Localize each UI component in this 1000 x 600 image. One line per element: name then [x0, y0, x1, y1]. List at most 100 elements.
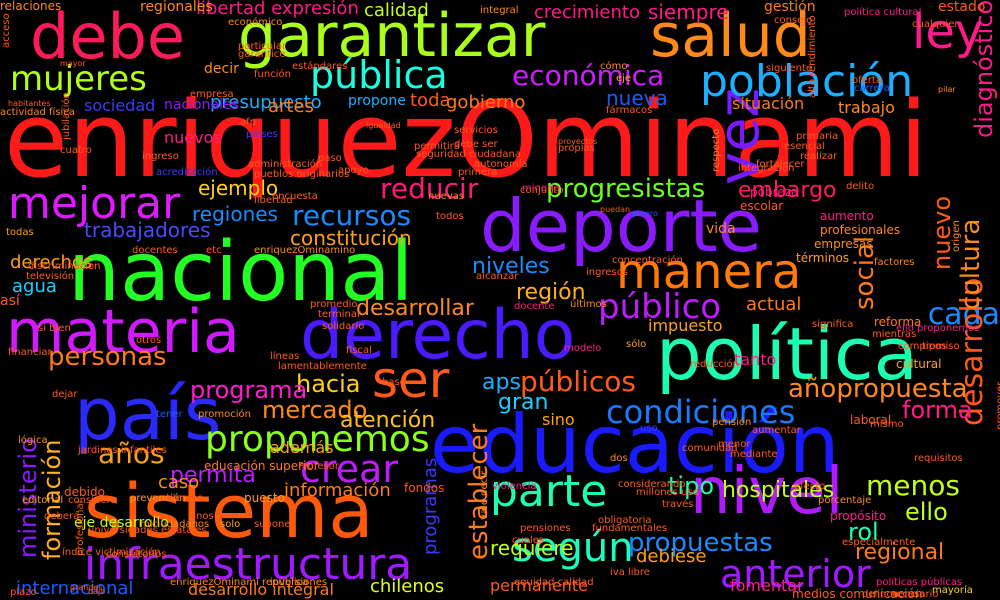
- word-cloud-term: programas: [420, 457, 441, 555]
- word-cloud-term: anterior: [720, 552, 871, 596]
- word-cloud-term: afp: [240, 117, 256, 128]
- word-cloud-term: realizar: [800, 151, 838, 162]
- word-cloud-term: decir: [204, 61, 239, 77]
- word-cloud-term: trabajadores: [84, 218, 211, 242]
- word-cloud-term: concentración: [612, 255, 683, 266]
- word-cloud-term: compromiso: [898, 341, 960, 352]
- word-cloud-term: educación superior: [204, 459, 319, 473]
- word-cloud-term: política cultural: [844, 7, 922, 18]
- word-cloud-term: caso: [158, 472, 200, 493]
- word-cloud-term: docentes: [132, 245, 178, 256]
- word-cloud-term: aumento: [820, 209, 874, 223]
- word-cloud-term: debido: [64, 485, 105, 499]
- word-cloud-term: deporte: [480, 184, 762, 268]
- word-cloud-term: plazo: [10, 587, 37, 598]
- word-cloud-term: materia: [6, 297, 240, 367]
- word-cloud-term: lógica: [18, 435, 48, 446]
- word-cloud-term: ser: [372, 351, 450, 409]
- word-cloud-term: nueva: [606, 86, 668, 110]
- word-cloud-term: inversiones: [270, 577, 328, 588]
- word-cloud-term: enriquezOminami: [4, 79, 928, 201]
- word-cloud-term: ingresos: [586, 267, 629, 278]
- word-cloud-term: uso: [640, 423, 658, 434]
- word-cloud-term: nacionales: [164, 97, 239, 113]
- word-cloud-term: nivel: [690, 455, 844, 529]
- word-cloud-term: financiar: [8, 347, 52, 358]
- word-cloud-term: tipo: [668, 472, 714, 500]
- word-cloud-term: alto rendimiento: [807, 15, 818, 98]
- word-cloud-term: estado: [938, 0, 986, 15]
- word-cloud-term: alcanzar: [476, 271, 519, 282]
- word-cloud-term: integral: [480, 5, 519, 16]
- word-cloud-term: debe: [30, 0, 185, 73]
- word-cloud-term: debe ser: [454, 139, 498, 150]
- word-cloud-term: discriminación: [28, 261, 101, 272]
- word-cloud-term: millones usd: [636, 487, 699, 498]
- word-cloud-term: nos: [196, 511, 214, 522]
- word-cloud-term: presupuesto: [210, 92, 322, 113]
- word-cloud-term: docente: [514, 301, 555, 312]
- word-cloud-term: crear: [300, 447, 398, 491]
- word-cloud-term: efecto: [794, 481, 826, 492]
- word-cloud-term: población: [700, 56, 914, 107]
- word-cloud-term: modelo: [564, 343, 602, 354]
- word-cloud-term: aps: [482, 370, 521, 395]
- word-cloud-term: sino: [542, 410, 575, 429]
- word-cloud-term: conjunto: [520, 185, 564, 196]
- word-cloud-term: solidario: [322, 321, 365, 332]
- word-cloud-term: debiese: [636, 546, 707, 567]
- word-cloud-term: solo: [220, 519, 241, 530]
- word-cloud-term: líneas: [270, 351, 300, 362]
- word-cloud-term: país: [74, 372, 222, 456]
- word-cloud-term: menos: [866, 469, 960, 502]
- word-cloud-term: términos: [796, 251, 850, 265]
- word-cloud-term: hacia: [296, 370, 361, 398]
- word-cloud-term: según: [512, 525, 634, 571]
- word-cloud-term: estándares: [292, 61, 348, 72]
- word-cloud-term: integración: [738, 163, 795, 174]
- word-cloud-term: actual: [746, 294, 802, 315]
- word-cloud-term: libertad: [254, 195, 293, 206]
- word-cloud-term: minería: [522, 183, 561, 194]
- word-cloud-term: consultorios: [106, 549, 167, 560]
- word-cloud-term: reducir: [380, 172, 479, 205]
- word-cloud-term: deberá: [44, 511, 80, 522]
- word-cloud-term: actividad física: [0, 107, 75, 118]
- word-cloud-term: puedan: [600, 205, 631, 214]
- word-cloud-term: laboral: [850, 413, 892, 427]
- word-cloud-term: profesionales: [820, 223, 901, 237]
- word-cloud-term: dos: [610, 453, 628, 464]
- word-cloud-term: ingreso: [142, 151, 179, 162]
- word-cloud-term: fiscal: [346, 345, 372, 356]
- word-cloud-term: base: [382, 377, 406, 388]
- word-cloud-term: etc: [206, 245, 222, 256]
- word-cloud-term: gestión: [764, 0, 816, 15]
- word-cloud-term: universidades estatales: [88, 525, 207, 536]
- word-cloud-term: propuestas: [628, 528, 773, 558]
- word-cloud-term: primera: [458, 167, 498, 178]
- word-cloud-term: eje: [616, 73, 632, 84]
- word-cloud-term: igualdad: [366, 121, 401, 130]
- word-cloud-term: fundamentales: [592, 523, 668, 534]
- word-cloud-term: público: [598, 287, 722, 327]
- word-cloud-term: promoción: [198, 409, 251, 420]
- word-cloud-term: mil: [140, 519, 156, 530]
- word-cloud-term: mediante: [730, 449, 778, 460]
- word-cloud-term: problemas: [150, 493, 203, 504]
- word-cloud-term: chilenos: [370, 576, 445, 597]
- word-cloud-term: cómo: [600, 61, 628, 72]
- word-cloud-term: mayor: [60, 59, 86, 68]
- word-cloud-term: garantice: [238, 49, 286, 60]
- word-cloud-term: diagnóstico: [970, 0, 998, 139]
- word-cloud-term: comunidad: [682, 443, 738, 454]
- word-cloud-term: salud: [650, 1, 811, 71]
- word-cloud-term: región: [516, 280, 586, 305]
- word-cloud-term: esencial: [784, 141, 826, 152]
- word-cloud-term: calidad: [364, 0, 429, 21]
- word-cloud-term: administración: [248, 159, 323, 170]
- word-cloud-term: escolar: [740, 199, 784, 213]
- word-cloud-term: garantizar: [238, 1, 546, 71]
- word-cloud-term: autonomía: [474, 159, 528, 170]
- word-cloud-term: artes: [268, 96, 314, 117]
- word-cloud-term: programa: [190, 376, 308, 404]
